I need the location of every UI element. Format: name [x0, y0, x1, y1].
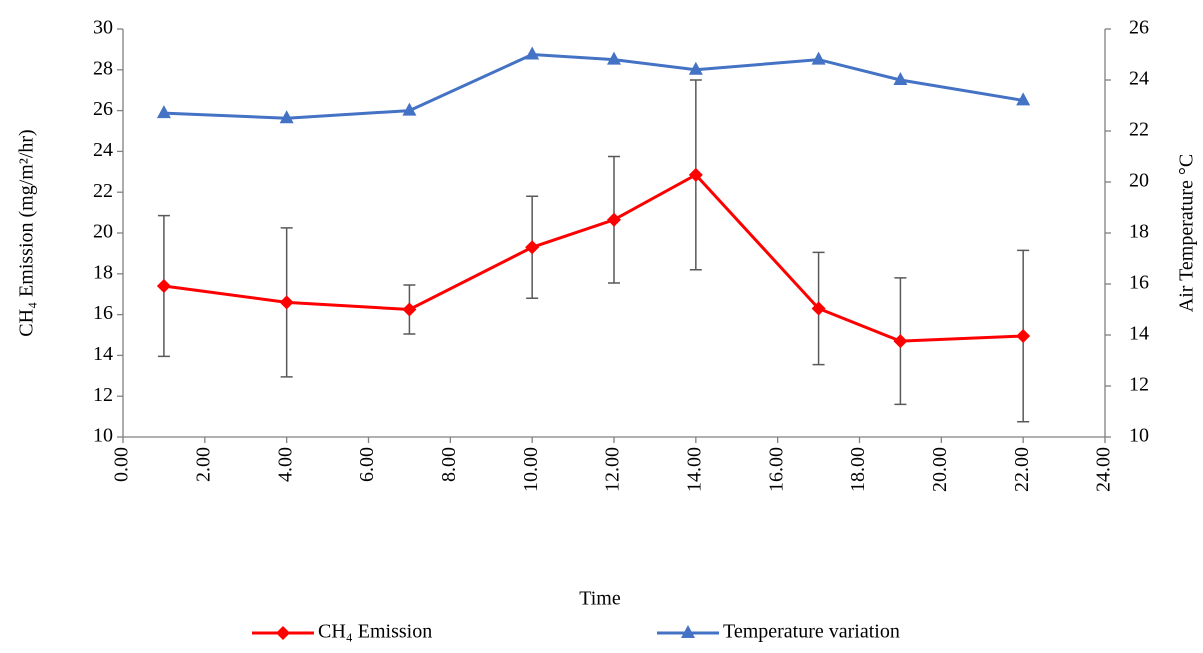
y2-axis-label: Air Temperature °C [1176, 154, 1198, 312]
y2-tick-label: 14 [1129, 323, 1149, 345]
y-tick-label: 10 [93, 425, 113, 447]
x-axis-label: Time [579, 588, 621, 610]
series-line [163, 52, 1024, 120]
x-tick-label: 22.00 [1011, 447, 1033, 492]
y2-tick-label: 24 [1129, 68, 1149, 90]
series-line [163, 172, 1024, 343]
point [688, 167, 703, 182]
point [688, 61, 703, 75]
x-tick-label: 2.00 [192, 447, 214, 482]
y2-tick-label: 22 [1129, 119, 1149, 141]
point [811, 51, 826, 65]
x-tick-label: 8.00 [438, 447, 460, 482]
x-tick-label: 16.00 [765, 447, 787, 492]
y-tick-label: 28 [93, 57, 113, 79]
point [525, 240, 540, 255]
y2-tick-label: 10 [1129, 425, 1149, 447]
y-tick-label: 26 [93, 98, 113, 120]
y-tick-label: 20 [93, 221, 113, 243]
y-axis-label: CH₄ Emission (mg/m²/hr) [16, 129, 38, 336]
legend-label: Temperature variation [723, 621, 900, 643]
point [156, 105, 171, 119]
y-tick-label: 24 [93, 139, 113, 161]
point [607, 212, 621, 227]
point [402, 302, 417, 317]
y-tick-label: 14 [93, 343, 113, 365]
y-tick-label: 30 [93, 17, 113, 39]
legend-marker [681, 625, 695, 638]
x-tick-label: 0.00 [111, 447, 133, 482]
x-tick-label: 18.00 [847, 447, 869, 492]
y2-tick-label: 18 [1129, 221, 1149, 243]
x-tick-label: 12.00 [602, 447, 624, 492]
x-tick-label: 4.00 [274, 447, 296, 482]
x-tick-label: 24.00 [1093, 447, 1115, 492]
y2-tick-label: 12 [1129, 374, 1149, 396]
legend-label: CH₄ Emission [318, 621, 432, 643]
y-tick-label: 18 [93, 261, 113, 283]
point [893, 334, 908, 349]
y2-tick-label: 26 [1129, 17, 1149, 39]
y-tick-label: 12 [93, 384, 113, 406]
y2-tick-label: 16 [1129, 272, 1149, 294]
point [1016, 329, 1031, 344]
x-tick-label: 6.00 [356, 447, 378, 482]
y2-tick-label: 20 [1129, 170, 1149, 192]
point [156, 279, 171, 294]
x-tick-label: 20.00 [929, 447, 951, 492]
point [811, 301, 826, 316]
y-tick-label: 22 [93, 180, 113, 202]
legend-marker [276, 626, 290, 640]
point [402, 102, 417, 116]
point [279, 110, 294, 124]
point [279, 295, 294, 310]
y-tick-label: 16 [93, 302, 113, 324]
point [607, 51, 621, 65]
point [893, 72, 908, 85]
x-tick-label: 14.00 [683, 447, 705, 492]
x-tick-label: 10.00 [520, 447, 542, 492]
point [525, 46, 540, 60]
point [1016, 92, 1031, 106]
